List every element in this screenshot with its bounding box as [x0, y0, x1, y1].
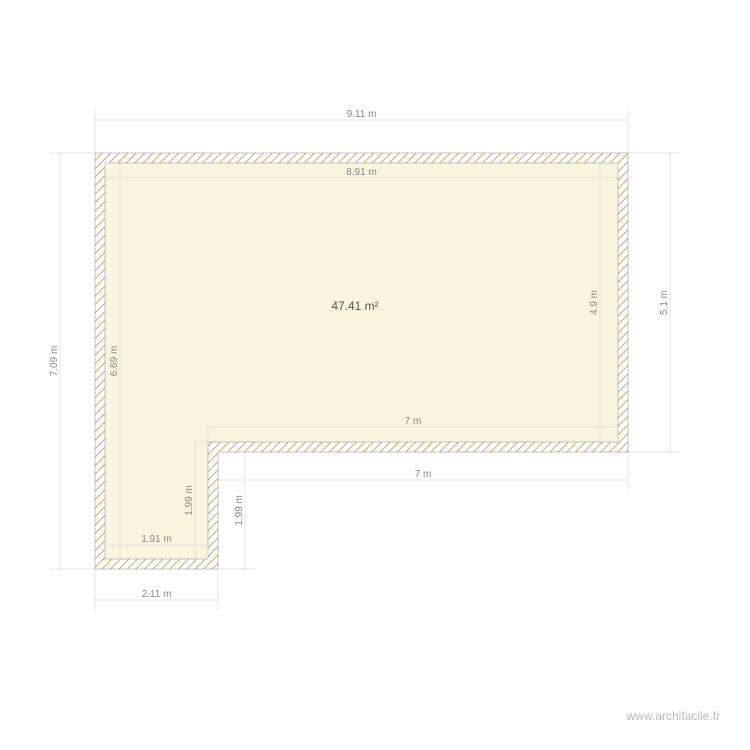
dim-left-outer: 7.09 m — [49, 153, 95, 569]
dim-label: 1.91 m — [141, 534, 172, 545]
dim-label: 7 m — [415, 469, 432, 480]
dim-bottom-outer: 2.11 m — [95, 569, 218, 610]
dim-right-outer: 5.1 m — [628, 153, 680, 452]
dim-label: 7.09 m — [49, 346, 60, 377]
dim-label: 9.11 m — [347, 109, 377, 120]
dim-top-outer: 9.11 m — [95, 109, 628, 153]
dim-label: 5.1 m — [659, 290, 670, 315]
dim-label: 1.99 m — [184, 485, 195, 516]
dim-label: 1.99 m — [234, 495, 245, 526]
dim-label: 7 m — [405, 416, 422, 427]
dim-label: 8.91 m — [346, 167, 377, 178]
dim-label: 6.69 m — [109, 346, 120, 377]
dim-notch-left-out: 1.99 m — [218, 452, 255, 569]
dim-label: 2.11 m — [142, 589, 172, 600]
dim-notch-top-out: 7 m — [218, 452, 628, 490]
watermark-text: www.archifacile.fr — [626, 709, 720, 723]
room-area-label: 47.41 m² — [331, 299, 378, 313]
dim-label: 4.9 m — [589, 290, 600, 315]
floor-plan-room — [95, 153, 628, 569]
room-interior — [105, 163, 618, 559]
